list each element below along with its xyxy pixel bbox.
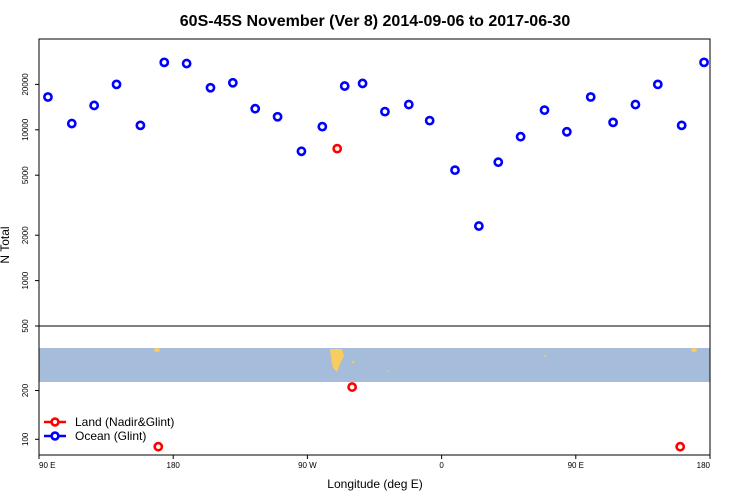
legend-marker: [50, 417, 60, 427]
point-ocean-glint: [181, 58, 192, 69]
point-ocean-glint: [296, 146, 307, 157]
legend-label: Ocean (Glint): [75, 429, 146, 443]
point-ocean-glint: [585, 92, 596, 102]
land-falklands: [351, 361, 355, 363]
x-tick-label: 90 W: [298, 461, 317, 470]
land-new-zealand-2: [691, 348, 697, 352]
chart-title: 60S-45S November (Ver 8) 2014-09-06 to 2…: [180, 13, 571, 30]
y-tick-label: 1000: [21, 271, 30, 289]
point-ocean-glint: [652, 79, 663, 90]
point-land-nadir-glint: [675, 441, 686, 452]
y-axis-title: N Total: [0, 226, 12, 263]
y-tick-label: 10000: [21, 118, 30, 141]
point-ocean-glint: [473, 221, 484, 231]
land-island: [544, 355, 546, 357]
x-tick-label: 90 E: [568, 461, 584, 470]
point-ocean-glint: [561, 126, 572, 137]
map-strip: [39, 348, 710, 382]
point-ocean-glint: [493, 157, 504, 168]
point-ocean-glint: [159, 57, 170, 68]
y-axis: 100 200 500 1000 2000 5000 10000 20000: [21, 73, 39, 446]
land-south-america: [330, 349, 344, 372]
y-tick-label: 500: [21, 319, 30, 333]
point-land-nadir-glint: [347, 382, 358, 392]
land-island: [387, 370, 389, 372]
point-ocean-glint: [380, 106, 390, 117]
x-tick-label: 180: [697, 461, 711, 470]
point-ocean-glint: [424, 115, 435, 126]
point-ocean-glint: [227, 77, 238, 88]
point-ocean-glint: [630, 99, 641, 110]
point-ocean-glint: [43, 92, 53, 102]
legend-label: Land (Nadir&Glint): [75, 415, 174, 429]
point-ocean-glint: [403, 99, 414, 110]
data-points: [43, 57, 709, 452]
point-ocean-glint: [205, 82, 216, 93]
point-ocean-glint: [111, 79, 122, 90]
point-ocean-glint: [272, 111, 283, 122]
legend: Land (Nadir&Glint)Ocean (Glint): [44, 415, 174, 443]
point-ocean-glint: [450, 165, 460, 176]
x-axis-title: Longitude (deg E): [327, 477, 422, 491]
point-ocean-glint: [339, 81, 350, 91]
point-ocean-glint: [515, 131, 526, 142]
point-ocean-glint: [317, 121, 328, 132]
x-tick-label: 180: [167, 461, 181, 470]
x-axis: 90 E 180 90 W 0 90 E 180: [38, 455, 711, 470]
y-tick-label: 5000: [21, 166, 30, 184]
point-ocean-glint: [357, 78, 368, 89]
y-tick-label: 20000: [21, 73, 30, 96]
land-new-zealand: [154, 348, 160, 352]
y-tick-label: 100: [21, 432, 30, 446]
point-ocean-glint: [66, 118, 77, 129]
point-land-nadir-glint: [153, 441, 164, 452]
plot-frame: [38, 38, 711, 456]
ocean-band: [39, 348, 710, 382]
point-ocean-glint: [250, 103, 261, 114]
point-ocean-glint: [699, 57, 709, 68]
legend-marker: [50, 431, 60, 441]
x-tick-label: 90 E: [39, 461, 55, 470]
point-ocean-glint: [539, 105, 550, 116]
x-tick-label: 0: [439, 461, 444, 470]
point-land-nadir-glint: [332, 143, 343, 154]
plot-panels: [38, 38, 711, 456]
y-tick-label: 200: [21, 383, 30, 397]
land-island: [497, 351, 499, 353]
y-tick-label: 2000: [21, 226, 30, 244]
point-ocean-glint: [89, 100, 100, 111]
point-ocean-glint: [676, 120, 687, 131]
point-ocean-glint: [135, 120, 146, 131]
point-ocean-glint: [608, 117, 618, 128]
